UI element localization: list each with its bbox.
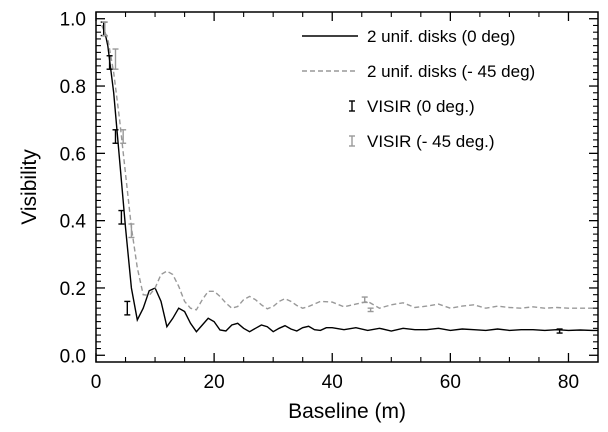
y-tick-label: 0.2	[60, 279, 86, 300]
series-line-1	[101, 25, 598, 311]
legend-marker-2	[349, 100, 355, 112]
legend-label-2: VISIR (0 deg.)	[367, 97, 475, 116]
y-tick-label: 0.0	[60, 346, 86, 367]
y-tick-label: 0.6	[60, 144, 86, 165]
series-line-0	[101, 25, 598, 333]
y-axis-title: Visibility	[18, 149, 41, 225]
legend: 2 unif. disks (0 deg) 2 unif. disks (- 45…	[302, 27, 535, 151]
y-tick-label: 0.4	[60, 212, 87, 233]
x-tick-label: 0	[91, 372, 102, 393]
legend-marker-3	[349, 135, 355, 147]
error-point	[556, 328, 563, 334]
x-tick-label: 20	[204, 372, 225, 393]
y-tick-label: 1.0	[60, 10, 86, 31]
error-point	[128, 223, 135, 239]
x-tick-label: 80	[558, 372, 579, 393]
x-tick-label: 60	[440, 372, 461, 393]
legend-label-1: 2 unif. disks (- 45 deg)	[367, 62, 535, 81]
x-tick-label: 40	[322, 372, 343, 393]
error-point	[367, 307, 374, 313]
error-point	[101, 21, 108, 37]
error-point	[106, 55, 113, 70]
series-layer	[100, 21, 598, 334]
legend-label-0: 2 unif. disks (0 deg)	[367, 27, 515, 46]
x-axis-ticks: 0 20 40 60 80	[91, 12, 579, 393]
error-point	[361, 296, 368, 304]
y-axis-ticks: 0.0 0.2 0.4 0.6 0.8 1.0	[60, 10, 598, 367]
x-axis-title: Baseline (m)	[288, 400, 406, 423]
error-point	[118, 209, 125, 225]
error-point	[124, 300, 131, 316]
error-point	[112, 48, 119, 70]
error-point	[112, 129, 119, 144]
legend-label-3: VISIR (- 45 deg.)	[367, 132, 495, 151]
error-point	[120, 129, 127, 144]
y-tick-label: 0.8	[60, 77, 86, 98]
